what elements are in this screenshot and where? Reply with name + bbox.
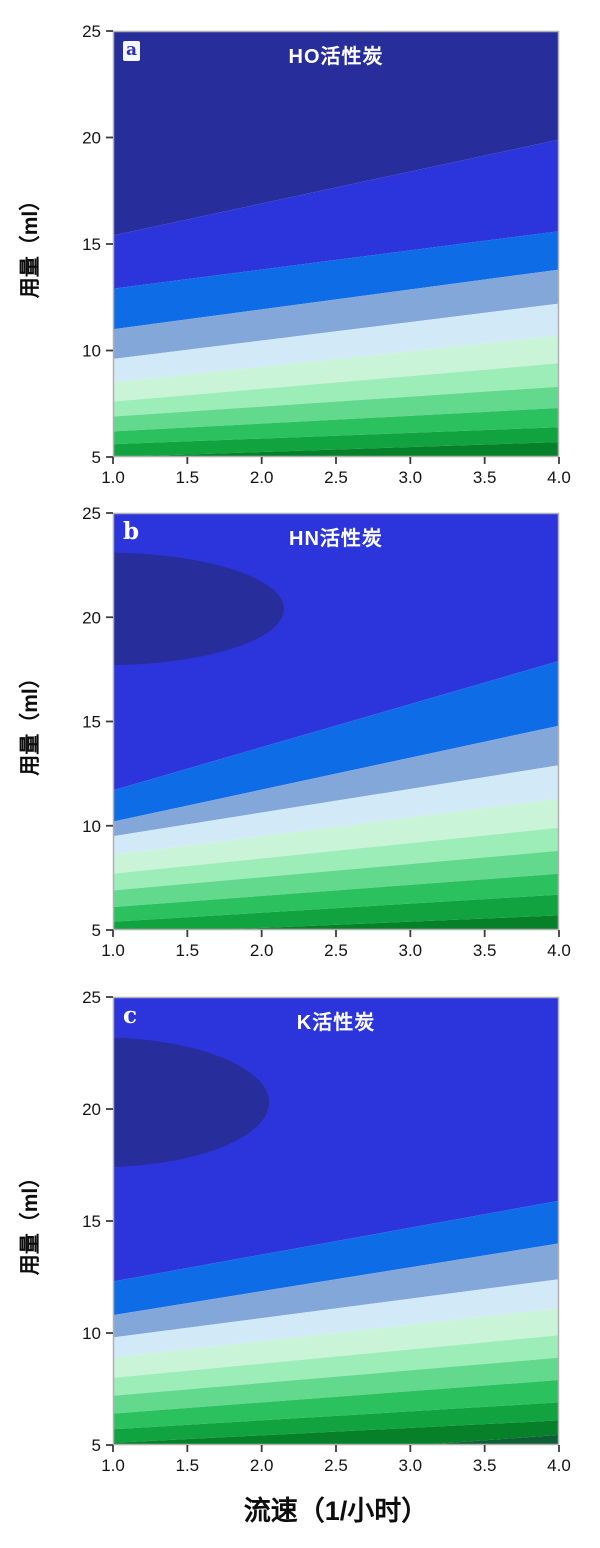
contour-band-3 <box>113 269 559 359</box>
plot-frame <box>112 512 560 931</box>
contour-band-4 <box>113 303 559 383</box>
x-tick-label: 3.5 <box>473 941 497 960</box>
contour-plot-c: 1.0 1.5 2.0 2.5 3.0 3.5 4.0 25 20 15 10 5 用量（ml） <box>18 988 571 1475</box>
x-tick-label: 2.0 <box>250 468 274 487</box>
x-tick-label: 3.0 <box>399 1456 423 1475</box>
y-axis-label: 用量（ml） <box>18 190 42 299</box>
x-tick-label: 2.5 <box>324 941 348 960</box>
x-tick-label: 1.0 <box>101 941 125 960</box>
y-tick-label: 10 <box>82 342 101 361</box>
x-tick-label: 3.0 <box>399 941 423 960</box>
contour-band-4 <box>113 1279 559 1358</box>
panel-a: 1.0 1.5 2.0 2.5 3.0 3.5 4.0 25 20 15 10 5 用量（ml） HO活… <box>0 22 600 495</box>
x-tick-label: 4.0 <box>547 1456 571 1475</box>
x-tick-label: 1.0 <box>101 468 125 487</box>
contour-band-2 <box>113 1200 559 1316</box>
contour-band-7 <box>113 850 559 908</box>
contour-blob <box>113 1037 270 1168</box>
contour-band-6 <box>113 1335 559 1396</box>
contour-band-3 <box>113 1243 559 1338</box>
contour-band-6 <box>113 363 559 417</box>
contour-band-9 <box>113 894 559 930</box>
contour-band-9 <box>113 427 559 457</box>
panel-b: 1.0 1.5 2.0 2.5 3.0 3.5 4.0 25 20 15 10 5 用量（ml） HN活… <box>0 504 600 968</box>
x-tick-label: 2.0 <box>250 1456 274 1475</box>
contour-plot-a: 1.0 1.5 2.0 2.5 3.0 3.5 4.0 25 20 15 10 5 用量（ml） <box>18 22 571 487</box>
x-tick-label: 2.0 <box>250 941 274 960</box>
y-tick-label: 20 <box>82 608 101 627</box>
y-tick-label: 15 <box>82 713 101 732</box>
x-tick-label: 1.5 <box>176 468 200 487</box>
y-tick-label: 25 <box>82 504 101 523</box>
y-tick-label: 15 <box>82 235 101 254</box>
panel-c: 1.0 1.5 2.0 2.5 3.0 3.5 4.0 25 20 15 10 5 用量（ml） K活性… <box>0 988 600 1483</box>
y-tick-label: 10 <box>82 1324 101 1343</box>
contour-band-5 <box>113 1308 559 1378</box>
y-tick-label: 5 <box>92 448 101 467</box>
contour-band-3 <box>113 725 559 837</box>
x-tick-label: 4.0 <box>547 941 571 960</box>
contour-band-2 <box>113 661 559 822</box>
x-tick-label: 2.5 <box>324 468 348 487</box>
plot-frame <box>112 30 560 458</box>
x-tick-label: 4.0 <box>547 468 571 487</box>
contour-plot-b: 1.0 1.5 2.0 2.5 3.0 3.5 4.0 25 20 15 10 5 用量（ml） <box>18 504 571 960</box>
x-tick-label: 3.5 <box>473 468 497 487</box>
contour-band-8 <box>113 408 559 445</box>
y-axis-label: 用量（ml） <box>18 667 42 776</box>
y-tick-label: 20 <box>82 1100 101 1119</box>
contour-band-1 <box>113 139 559 289</box>
contour-band-10 <box>113 1420 559 1445</box>
y-tick-label: 5 <box>92 1436 101 1455</box>
y-tick-label: 15 <box>82 1212 101 1231</box>
contour-band-7 <box>113 386 559 432</box>
contour-band-4 <box>113 765 559 855</box>
contour-blob <box>113 552 284 666</box>
x-tick-label: 1.5 <box>176 1456 200 1475</box>
contour-band-9 <box>113 1402 559 1443</box>
contour-band-10 <box>113 442 559 457</box>
plot-frame <box>112 996 560 1446</box>
contour-band-5 <box>113 798 559 874</box>
y-tick-label: 10 <box>82 817 101 836</box>
y-axis-label: 用量（ml） <box>18 1167 42 1276</box>
contour-band-0 <box>113 31 559 236</box>
y-tick-label: 25 <box>82 22 101 41</box>
x-tick-label: 1.0 <box>101 1456 125 1475</box>
x-tick-label: 3.0 <box>399 468 423 487</box>
x-axis-label: 流速（1/小时） <box>243 1496 429 1526</box>
contour-band-5 <box>113 335 559 402</box>
contour-band-2 <box>113 231 559 330</box>
x-tick-label: 3.5 <box>473 1456 497 1475</box>
contour-band-6 <box>113 827 559 891</box>
y-tick-label: 20 <box>82 129 101 148</box>
contour-band-8 <box>113 873 559 922</box>
contour-band-7 <box>113 1357 559 1414</box>
y-tick-label: 25 <box>82 988 101 1007</box>
x-tick-label: 2.5 <box>324 1456 348 1475</box>
contour-band-8 <box>113 1380 559 1430</box>
y-tick-label: 5 <box>92 921 101 940</box>
x-tick-label: 1.5 <box>176 941 200 960</box>
